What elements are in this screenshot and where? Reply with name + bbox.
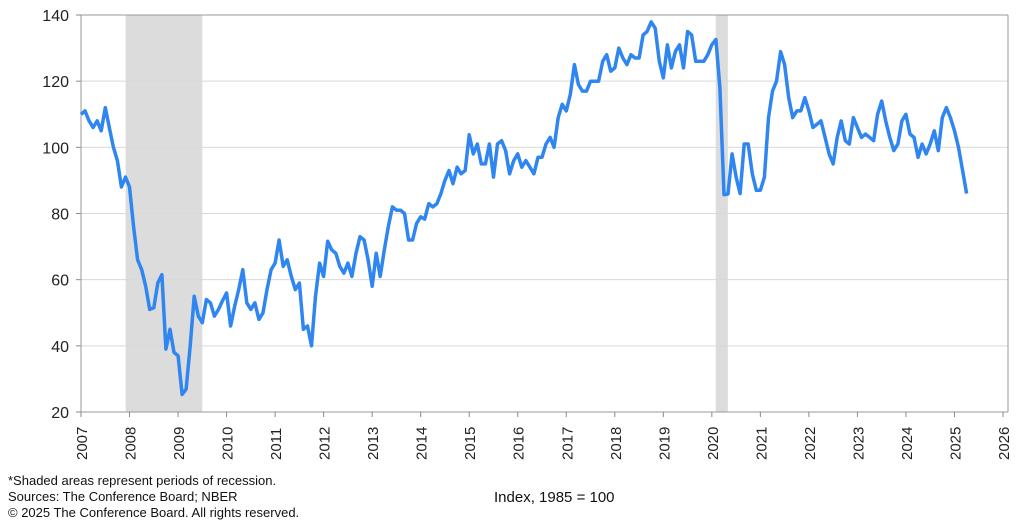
x-tick-label: 2008 (123, 427, 140, 460)
gridlines (81, 14, 1008, 347)
consumer-confidence-line (79, 20, 969, 397)
x-tick-label: 2025 (947, 427, 964, 460)
x-tick-label: 2011 (268, 428, 285, 460)
series-line-group (79, 20, 969, 397)
x-tick-label: 2023 (850, 427, 867, 460)
x-tick-label: 2022 (802, 427, 819, 460)
x-tick-label: 2013 (365, 427, 382, 460)
y-tick-label: 140 (42, 8, 69, 25)
y-tick-label: 60 (51, 273, 69, 290)
x-tick-label: 2016 (511, 427, 528, 460)
x-tick-label: 2015 (462, 427, 479, 460)
x-tick-label: 2019 (656, 427, 673, 460)
x-tick-label: 2014 (414, 427, 431, 460)
y-tick-label: 40 (51, 339, 69, 356)
y-tick-label: 80 (51, 207, 69, 224)
x-tick-label: 2010 (220, 427, 237, 460)
chart: 20 40 60 80 100 120 140 2007 2008 2009 2010 2011 201… (42, 8, 1013, 460)
x-tick-label: 2021 (753, 427, 770, 460)
y-tick-label: 20 (51, 405, 69, 422)
x-tick-label: 2017 (559, 427, 576, 460)
x-tick-label: 2024 (899, 427, 916, 460)
copyright-note: © 2025 The Conference Board. All rights … (8, 505, 300, 520)
recession-footnote: *Shaded areas represent periods of reces… (8, 473, 277, 488)
y-tick-label: 120 (42, 74, 69, 91)
sources-note: Sources: The Conference Board; NBER (8, 489, 238, 504)
y-tick-label: 100 (42, 140, 69, 157)
x-tick-label: 2012 (317, 427, 334, 460)
x-tick-label: 2026 (996, 427, 1013, 460)
x-tick-label: 2020 (705, 427, 722, 460)
axes: 20 40 60 80 100 120 140 2007 2008 2009 2010 2011 201… (42, 8, 1013, 460)
index-label: Index, 1985 = 100 (494, 489, 615, 506)
x-tick-label: 2018 (608, 427, 625, 460)
x-tick-label: 2009 (171, 427, 188, 460)
x-tick-label: 2007 (74, 427, 91, 460)
